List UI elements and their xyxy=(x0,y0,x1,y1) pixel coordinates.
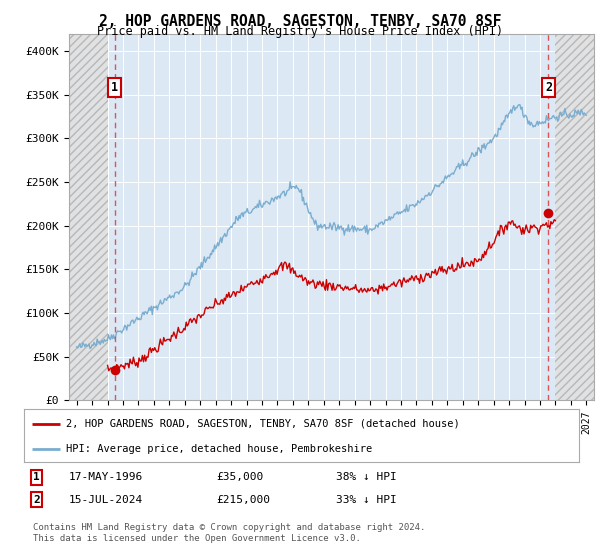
Text: £35,000: £35,000 xyxy=(216,472,263,482)
Text: 1: 1 xyxy=(111,81,118,94)
Text: HPI: Average price, detached house, Pembrokeshire: HPI: Average price, detached house, Pemb… xyxy=(65,444,372,454)
Text: 2, HOP GARDENS ROAD, SAGESTON, TENBY, SA70 8SF: 2, HOP GARDENS ROAD, SAGESTON, TENBY, SA… xyxy=(99,14,501,29)
Text: Price paid vs. HM Land Registry's House Price Index (HPI): Price paid vs. HM Land Registry's House … xyxy=(97,25,503,38)
Text: 2: 2 xyxy=(33,494,40,505)
Text: 38% ↓ HPI: 38% ↓ HPI xyxy=(336,472,397,482)
Bar xyxy=(556,34,594,400)
Text: 2, HOP GARDENS ROAD, SAGESTON, TENBY, SA70 8SF (detached house): 2, HOP GARDENS ROAD, SAGESTON, TENBY, SA… xyxy=(65,419,460,429)
Bar xyxy=(69,34,107,400)
Text: 33% ↓ HPI: 33% ↓ HPI xyxy=(336,494,397,505)
Text: 1: 1 xyxy=(33,472,40,482)
Text: £215,000: £215,000 xyxy=(216,494,270,505)
Text: 2: 2 xyxy=(545,81,552,94)
Text: Contains HM Land Registry data © Crown copyright and database right 2024.
This d: Contains HM Land Registry data © Crown c… xyxy=(33,524,425,543)
Text: 17-MAY-1996: 17-MAY-1996 xyxy=(69,472,143,482)
Text: 15-JUL-2024: 15-JUL-2024 xyxy=(69,494,143,505)
